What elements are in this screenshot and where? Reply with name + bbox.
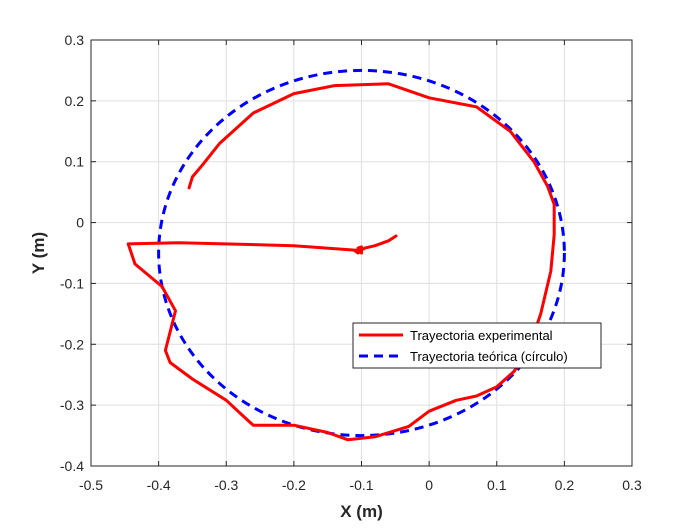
series-theoretical-circle bbox=[157, 68, 566, 438]
x-tick-label: -0.3 bbox=[214, 477, 238, 493]
legend: Trayectoria experimental Trayectoria teó… bbox=[352, 322, 602, 369]
y-tick-label: 0.1 bbox=[65, 154, 85, 170]
y-tick-label: 0.2 bbox=[65, 93, 85, 109]
y-tick-label: -0.2 bbox=[60, 336, 84, 352]
x-tick-label: -0.5 bbox=[79, 477, 103, 493]
y-tick-label: -0.3 bbox=[60, 397, 84, 413]
legend-box bbox=[352, 322, 602, 369]
x-tick-label: -0.1 bbox=[349, 477, 373, 493]
x-tick-label: -0.4 bbox=[147, 477, 171, 493]
ticks: -0.5 -0.4 -0.3 -0.2 -0.1 0 0.1 0.2 0.3 -0.4 -0.3 -0… bbox=[60, 32, 642, 493]
y-tick-label: 0 bbox=[76, 215, 84, 231]
x-tick-label: 0 bbox=[425, 477, 433, 493]
series-experimental-line bbox=[126, 82, 556, 442]
x-tick-label: 0.1 bbox=[487, 477, 507, 493]
legend-label-experimental: Trayectoria experimental bbox=[410, 328, 553, 343]
y-tick-label: -0.1 bbox=[60, 275, 84, 291]
x-tick-label: 0.3 bbox=[622, 477, 642, 493]
x-axis-label: X (m) bbox=[340, 502, 383, 521]
y-tick-label: 0.3 bbox=[65, 32, 85, 48]
x-tick-label: -0.2 bbox=[282, 477, 306, 493]
y-axis-label: Y (m) bbox=[29, 232, 48, 274]
y-tick-label: -0.4 bbox=[60, 458, 84, 474]
x-tick-label: 0.2 bbox=[555, 477, 575, 493]
legend-label-theoretical: Trayectoria teórica (círculo) bbox=[410, 349, 568, 364]
series-layer bbox=[126, 68, 566, 442]
